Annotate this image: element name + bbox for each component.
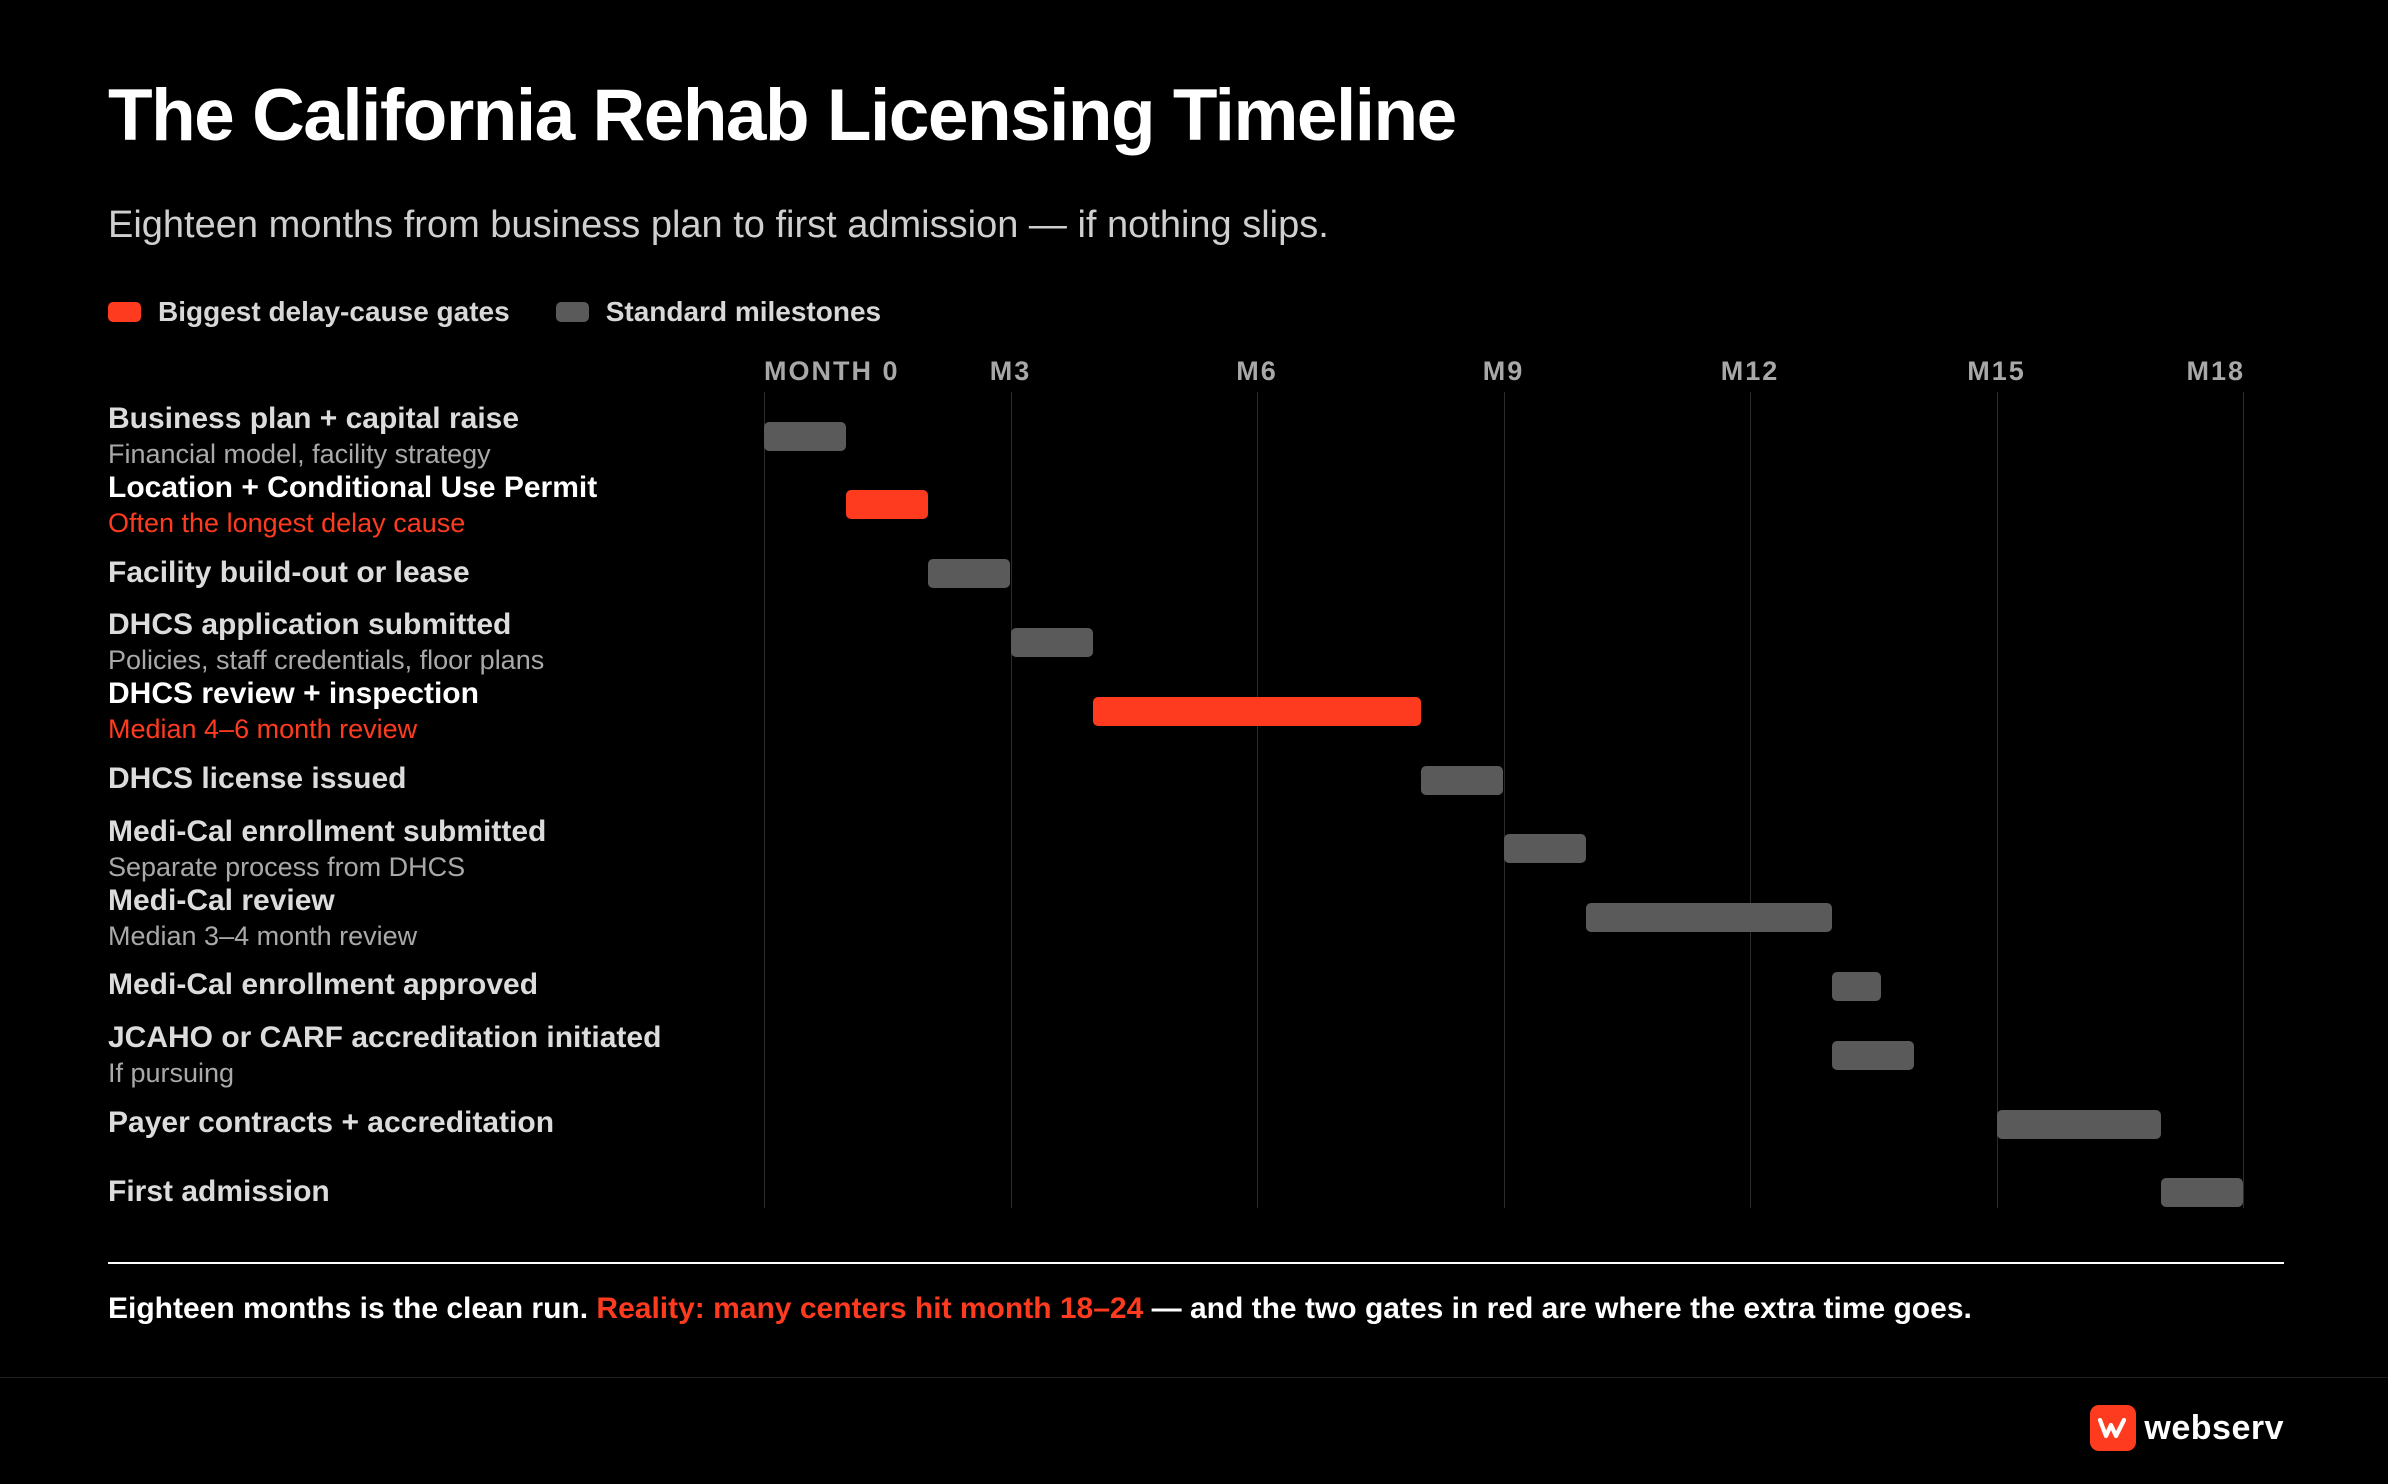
task-note: Median 3–4 month review (108, 920, 418, 951)
page-title: The California Rehab Licensing Timeline (108, 75, 1457, 156)
gantt-bar (1585, 903, 1833, 933)
legend-swatch-standard (555, 302, 589, 322)
tick-label: M15 (1967, 356, 2026, 386)
gantt-bar (2160, 1178, 2243, 1208)
task-label: Location + Conditional Use Permit (108, 470, 598, 504)
task-label: DHCS review + inspection (108, 677, 479, 711)
gridline-m3 (1010, 392, 1012, 1208)
gridline-m12 (1750, 392, 1751, 1208)
brand[interactable]: webserv (2090, 1405, 2284, 1451)
legend-item-standard: Standard milestones (555, 296, 882, 328)
task-label: Business plan + capital raise (108, 402, 520, 435)
page-subtitle: Eighteen months from business plan to fi… (108, 204, 1329, 246)
task-label: Payer contracts + accreditation (108, 1106, 555, 1139)
gridline-month-0 (764, 392, 765, 1208)
task-label: Medi-Cal enrollment submitted (108, 814, 547, 848)
task-note: Financial model, facility strategy (108, 439, 491, 469)
task-label: DHCS license issued (108, 762, 407, 795)
gantt-bar (764, 421, 847, 451)
legend-item-gates: Biggest delay-cause gates (108, 296, 510, 328)
gridline-m9 (1503, 392, 1505, 1208)
tick-label: M18 (2186, 356, 2245, 386)
task-note: Separate process from DHCS (108, 851, 466, 882)
task-note: Often the longest delay cause (108, 507, 466, 538)
tick-label: M12 (1720, 356, 1780, 386)
task-label: DHCS application submitted (108, 608, 512, 642)
task-label: First admission (108, 1174, 330, 1208)
legend-swatch-gates (108, 302, 141, 322)
task-label: Facility build-out or lease (108, 555, 470, 589)
tick-label: M3 (989, 356, 1032, 386)
footnote-part2: — and the two gates in red are where the… (1143, 1292, 1972, 1325)
brand-name: webserv (2144, 1408, 2284, 1447)
gridline-m6 (1257, 392, 1258, 1208)
task-note: Median 4–6 month review (108, 714, 418, 745)
task-label: Medi-Cal enrollment approved (108, 968, 539, 1002)
webserv-logo-icon (2090, 1405, 2137, 1451)
gantt-bar (1010, 627, 1093, 657)
footnote: Eighteen months is the clean run. Realit… (108, 1292, 1972, 1326)
gantt-bar (1503, 834, 1586, 864)
tick-label: MONTH 0 (764, 356, 900, 386)
gridline-m15 (1996, 392, 1998, 1208)
footnote-highlight: Reality: many centers hit month 18–24 (596, 1292, 1144, 1325)
legend-label-gates: Biggest delay-cause gates (158, 296, 510, 327)
task-note: Policies, staff credentials, floor plans (108, 645, 545, 676)
gantt-bar (1832, 1040, 1915, 1070)
gantt-bar (1421, 765, 1504, 795)
task-label: Medi-Cal review (108, 883, 335, 917)
gantt-bar (1832, 971, 1882, 1001)
task-note: If pursuing (108, 1058, 235, 1089)
task-label: JCAHO or CARF accreditation initiated (108, 1021, 662, 1055)
footer-divider (0, 1377, 2388, 1378)
gantt-bar (1996, 1109, 2161, 1139)
legend-label-standard: Standard milestones (605, 296, 882, 327)
gantt-bar-gate (846, 490, 929, 520)
gantt-bar-gate (1092, 696, 1422, 726)
legend: Biggest delay-cause gates Standard miles… (108, 296, 927, 328)
divider-rule (108, 1262, 2284, 1264)
gantt-bar (928, 559, 1011, 589)
gridline-m18 (2243, 392, 2244, 1208)
tick-label: M6 (1236, 356, 1278, 386)
footnote-part1: Eighteen months is the clean run. (108, 1292, 597, 1325)
tick-label: M9 (1482, 356, 1525, 386)
